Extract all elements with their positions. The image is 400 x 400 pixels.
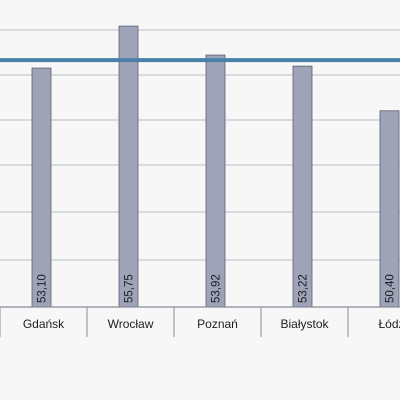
- data-label-3: 53,22: [298, 274, 310, 303]
- bars: [31, 25, 400, 308]
- bar-3: [292, 65, 313, 308]
- x-tick-label-1: Wrocław: [108, 317, 154, 331]
- gridlines: [0, 29, 400, 261]
- bar-1: [118, 25, 139, 308]
- data-label-2: 53,92: [211, 274, 223, 303]
- x-tick-label-3: Białystok: [280, 317, 329, 331]
- data-labels: 53,10 55,75 53,92 53,22 50,40: [37, 274, 397, 303]
- data-label-4: 50,40: [385, 274, 397, 303]
- x-axis: [0, 306, 400, 337]
- bar-0: [31, 67, 52, 308]
- x-tick-label-0: Gdańsk: [23, 317, 65, 331]
- data-label-0: 53,10: [37, 274, 49, 303]
- bar-2: [205, 54, 226, 308]
- data-label-1: 55,75: [124, 274, 136, 303]
- x-tick-labels: Gdańsk Wrocław Poznań Białystok Łódź: [23, 317, 400, 331]
- x-tick-label-2: Poznań: [197, 317, 238, 331]
- x-tick-label-4: Łódź: [378, 317, 400, 331]
